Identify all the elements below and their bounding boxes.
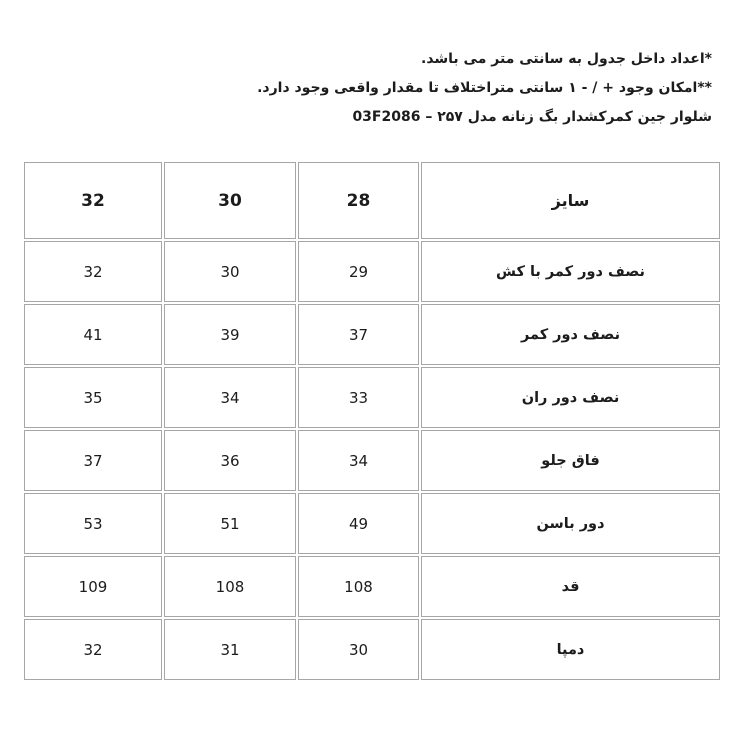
row-label-front-rise: فاق جلو <box>421 430 720 491</box>
value-cell: 33 <box>298 367 419 428</box>
value-cell: 32 <box>24 619 162 680</box>
value-cell: 53 <box>24 493 162 554</box>
value-cell: 30 <box>164 241 296 302</box>
table-row: فاق جلو 34 36 37 <box>24 430 720 491</box>
row-label-length: قد <box>421 556 720 617</box>
value-cell: 36 <box>164 430 296 491</box>
header-size-32: 32 <box>24 162 162 239</box>
value-cell: 37 <box>24 430 162 491</box>
note-tolerance: **امکان وجود + / - ۱ سانتی متراختلاف تا … <box>257 80 712 96</box>
table-row: دور باسن 49 51 53 <box>24 493 720 554</box>
header-size-label: سایز <box>421 162 720 239</box>
value-cell: 29 <box>298 241 419 302</box>
value-cell: 49 <box>298 493 419 554</box>
row-label-leg-opening: دمپا <box>421 619 720 680</box>
value-cell: 31 <box>164 619 296 680</box>
value-cell: 108 <box>298 556 419 617</box>
row-label-half-waist: نصف دور کمر <box>421 304 720 365</box>
size-table: سایز 28 30 32 نصف دور کمر با کش 29 30 32… <box>22 160 722 682</box>
value-cell: 34 <box>164 367 296 428</box>
header-size-30: 30 <box>164 162 296 239</box>
value-cell: 35 <box>24 367 162 428</box>
notes-block: *اعداد داخل جدول به سانتی متر می باشد. *… <box>0 0 750 132</box>
note-unit: *اعداد داخل جدول به سانتی متر می باشد. <box>421 51 712 67</box>
row-label-half-thigh: نصف دور ران <box>421 367 720 428</box>
value-cell: 34 <box>298 430 419 491</box>
header-size-28: 28 <box>298 162 419 239</box>
value-cell: 51 <box>164 493 296 554</box>
value-cell: 109 <box>24 556 162 617</box>
product-title: شلوار جین کمرکشدار بگ زنانه مدل ۲۵۷ – 03… <box>352 109 712 125</box>
value-cell: 32 <box>24 241 162 302</box>
value-cell: 108 <box>164 556 296 617</box>
value-cell: 30 <box>298 619 419 680</box>
value-cell: 37 <box>298 304 419 365</box>
table-row: نصف دور کمر 37 39 41 <box>24 304 720 365</box>
table-row: دمپا 30 31 32 <box>24 619 720 680</box>
table-row: نصف دور کمر با کش 29 30 32 <box>24 241 720 302</box>
table-row: نصف دور ران 33 34 35 <box>24 367 720 428</box>
row-label-hip: دور باسن <box>421 493 720 554</box>
table-row: قد 108 108 109 <box>24 556 720 617</box>
value-cell: 39 <box>164 304 296 365</box>
table-header-row: سایز 28 30 32 <box>24 162 720 239</box>
value-cell: 41 <box>24 304 162 365</box>
row-label-half-waist-elastic: نصف دور کمر با کش <box>421 241 720 302</box>
